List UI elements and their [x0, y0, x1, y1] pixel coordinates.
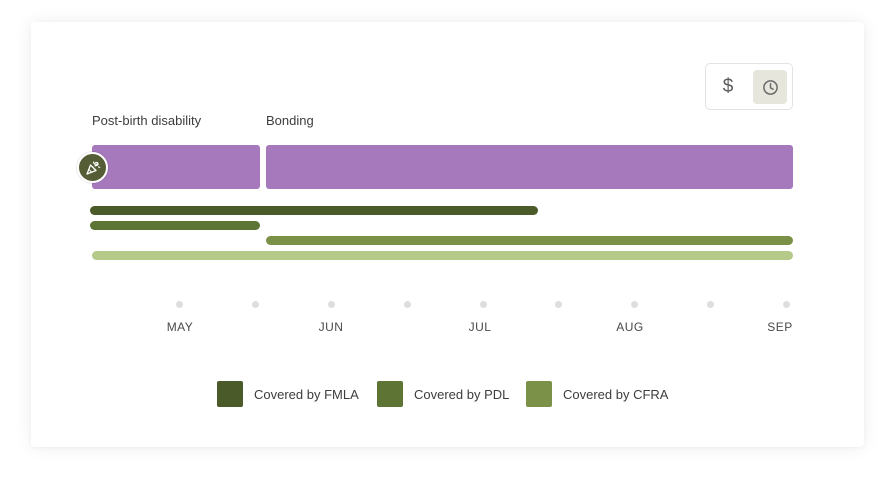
legend-item-pdl: Covered by PDL	[377, 381, 509, 407]
month-dot	[176, 301, 183, 308]
legend-item-fmla: Covered by FMLA	[217, 381, 359, 407]
month-dot	[555, 301, 562, 308]
legend-label-pdl: Covered by PDL	[414, 386, 510, 402]
month-label-sep: SEP	[767, 320, 793, 334]
legend-item-cfra: Covered by CFRA	[526, 381, 668, 407]
month-dot	[783, 301, 790, 308]
segment-label-bonding: Bonding	[266, 113, 314, 128]
leave-bar-bonding[interactable]	[266, 145, 793, 189]
legend-swatch-fmla	[217, 381, 243, 407]
dollar-icon: $	[722, 76, 734, 97]
legend-label-cfra: Covered by CFRA	[563, 386, 669, 402]
view-toggle: $	[705, 63, 793, 110]
segment-label-post-birth-disability: Post-birth disability	[92, 113, 202, 128]
month-dot	[631, 301, 638, 308]
month-label-aug: AUG	[616, 320, 644, 334]
birth-event-marker[interactable]	[77, 152, 108, 183]
leave-bar-post-birth-disability[interactable]	[92, 145, 260, 189]
coverage-bar-state-benefit[interactable]	[92, 251, 793, 260]
month-label-jul: JUL	[468, 320, 492, 334]
clock-icon	[762, 79, 778, 95]
leave-timeline-card: $ Post-birth disability Bonding MAY JUN …	[31, 22, 864, 447]
legend-swatch-pdl	[377, 381, 403, 407]
coverage-bar-fmla[interactable]	[90, 206, 538, 215]
legend-swatch-cfra	[526, 381, 552, 407]
time-view-button[interactable]	[753, 70, 787, 104]
month-label-jun: JUN	[318, 320, 344, 334]
coverage-bar-cfra[interactable]	[266, 236, 793, 245]
coverage-bar-pdl[interactable]	[90, 221, 260, 230]
month-dot	[252, 301, 259, 308]
month-label-may: MAY	[166, 320, 194, 334]
party-popper-icon	[85, 160, 100, 175]
month-dot	[328, 301, 335, 308]
dollar-view-button[interactable]: $	[711, 70, 745, 104]
month-dot	[404, 301, 411, 308]
legend-label-fmla: Covered by FMLA	[254, 386, 359, 402]
month-dot	[707, 301, 714, 308]
month-dot	[480, 301, 487, 308]
